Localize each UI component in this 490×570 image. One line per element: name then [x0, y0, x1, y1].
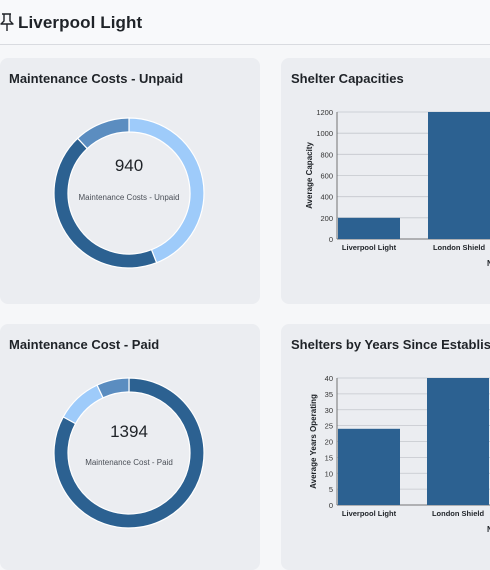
- donut-slice-0[interactable]: [53, 377, 205, 529]
- page-title: Liverpool Light: [18, 13, 143, 32]
- bar[interactable]: [428, 112, 490, 239]
- x-tick-label: Liverpool Light: [342, 509, 397, 518]
- donut-value: 940: [114, 156, 144, 175]
- donut-label: Maintenance Cost - Paid: [85, 458, 173, 467]
- x-tick-label: Liverpool Light: [342, 243, 397, 252]
- donut-slice-2[interactable]: [76, 117, 130, 150]
- donut-slice-0[interactable]: [128, 117, 205, 264]
- y-tick-label: 25: [325, 422, 333, 431]
- card-title: Maintenance Cost - Paid: [9, 337, 160, 352]
- x-tick-label: London Shield: [432, 509, 484, 518]
- y-tick-label: 5: [329, 485, 333, 494]
- pin-icon[interactable]: [0, 12, 14, 32]
- y-tick-label: 0: [329, 235, 333, 244]
- donut-chart-unpaid: 940 Maintenance Costs - Unpaid: [46, 110, 212, 276]
- y-tick-label: 400: [320, 193, 333, 202]
- donut-svg: [53, 377, 205, 529]
- card-title: Maintenance Costs - Unpaid: [9, 71, 184, 86]
- y-axis-label: Average Years Operating: [309, 394, 318, 489]
- card-title: Shelter Capacities: [291, 71, 404, 86]
- y-tick-label: 0: [329, 501, 333, 510]
- donut-slice-2[interactable]: [96, 377, 130, 399]
- y-tick-label: 15: [325, 453, 333, 462]
- y-tick-label: 1200: [316, 108, 333, 117]
- page-header: Liverpool Light: [0, 0, 490, 45]
- bar[interactable]: [338, 217, 400, 239]
- bar[interactable]: [427, 378, 489, 505]
- donut-label: Maintenance Costs - Unpaid: [78, 193, 180, 202]
- bar[interactable]: [338, 428, 400, 505]
- donut-slice-1[interactable]: [62, 384, 104, 425]
- donut-svg: [53, 117, 205, 269]
- x-axis-label: N: [487, 525, 490, 534]
- y-tick-label: 10: [325, 469, 333, 478]
- y-tick-label: 35: [325, 390, 333, 399]
- y-tick-label: 20: [325, 438, 333, 447]
- card-title: Shelters by Years Since Established: [291, 337, 490, 352]
- card-shelters-by-years: Shelters by Years Since Established 0 5 10…: [281, 324, 490, 570]
- card-shelter-capacities: Shelter Capacities 0 200 400 600 800 1000 1200…: [281, 58, 490, 304]
- y-tick-label: 600: [320, 172, 333, 181]
- card-maintenance-paid: Maintenance Cost - Paid 1394 Maintenance…: [0, 324, 260, 570]
- y-tick-label: 800: [320, 150, 333, 159]
- donut-value: 1394: [110, 422, 148, 441]
- donut-chart-paid: 1394 Maintenance Cost - Paid: [46, 370, 212, 536]
- y-tick-label: 1000: [316, 129, 333, 138]
- y-tick-label: 40: [325, 374, 333, 383]
- y-axis-label: Average Capacity: [305, 142, 314, 209]
- bar-chart-years: 0 5 10 15 20 25 30 35 40 Liverpool Light London Sh…: [309, 374, 490, 534]
- x-tick-label: London Shield: [433, 243, 485, 252]
- y-tick-label: 200: [320, 214, 333, 223]
- y-tick-label: 30: [325, 406, 333, 415]
- bar-chart-capacities: 0 200 400 600 800 1000 1200 Liverpool Light Lond…: [305, 108, 490, 268]
- card-maintenance-unpaid: Maintenance Costs - Unpaid 940 Maintenan…: [0, 58, 260, 304]
- x-axis-label: N: [487, 259, 490, 268]
